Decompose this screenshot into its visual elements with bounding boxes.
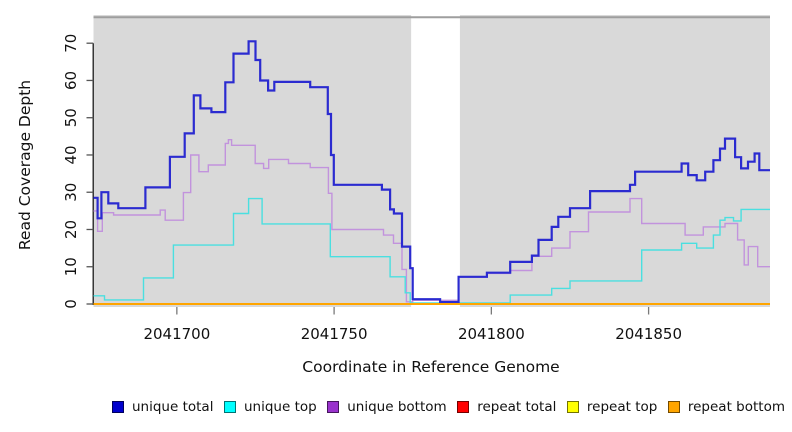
- y-tick-label: 70: [62, 34, 80, 53]
- legend-swatch-repeat-top: [566, 401, 579, 413]
- series-lines-layer: [93, 40, 770, 305]
- y-tick-label: 30: [62, 183, 80, 202]
- legend-swatch-repeat-total: [457, 401, 470, 413]
- y-tick-label: 10: [62, 257, 80, 276]
- legend-swatch-unique-top: [224, 401, 236, 413]
- legend-item-repeat-total: repeat total: [457, 399, 556, 415]
- legend-item-unique-bottom: unique bottom: [327, 399, 447, 415]
- series-line-unique-bottom: [93, 139, 770, 303]
- x-tick-label: 2041850: [615, 325, 682, 343]
- legend-item-repeat-bottom: repeat bottom: [667, 399, 785, 415]
- legend-swatch-unique-total: [112, 401, 124, 413]
- y-tick-label: 20: [62, 220, 80, 239]
- legend-item-unique-top: unique top: [224, 399, 317, 415]
- plot-background-layer: [93, 15, 770, 307]
- y-axis-title: Read Coverage Depth: [16, 80, 34, 250]
- series-line-unique-top: [93, 197, 770, 304]
- legend-label: repeat bottom: [687, 399, 785, 415]
- legend-item-unique-total: unique total: [112, 399, 213, 415]
- series-line-unique-total: [93, 40, 770, 304]
- legend-label: unique bottom: [347, 399, 447, 415]
- x-tick-label: 2041700: [143, 325, 210, 343]
- y-tick-label: 0: [62, 299, 80, 309]
- y-tick-label: 50: [62, 108, 80, 127]
- y-tick-label: 40: [62, 145, 80, 164]
- legend-swatch-repeat-bottom: [667, 401, 680, 413]
- x-tick-label: 2041750: [301, 325, 368, 343]
- legend-label: unique total: [132, 399, 214, 415]
- legend-item-repeat-top: repeat top: [566, 399, 658, 415]
- legend-label: repeat top: [586, 399, 658, 415]
- chart-legend: unique total unique top unique bottom repea…: [112, 397, 785, 417]
- axis-labels-layer: Coordinate in Reference Genome Read Cove…: [16, 80, 560, 376]
- coverage-gap-band: [411, 15, 460, 307]
- x-tick-label: 2041800: [458, 325, 525, 343]
- legend-swatch-unique-bottom: [327, 401, 340, 413]
- legend-label: repeat total: [477, 399, 557, 415]
- legend-label: unique top: [244, 399, 317, 415]
- y-tick-label: 60: [62, 71, 80, 90]
- axis-layer: 0 10 20 30 40 50 60 70 2041700 2041750 2041800 2041…: [62, 34, 682, 343]
- x-axis-title: Coordinate in Reference Genome: [302, 358, 559, 376]
